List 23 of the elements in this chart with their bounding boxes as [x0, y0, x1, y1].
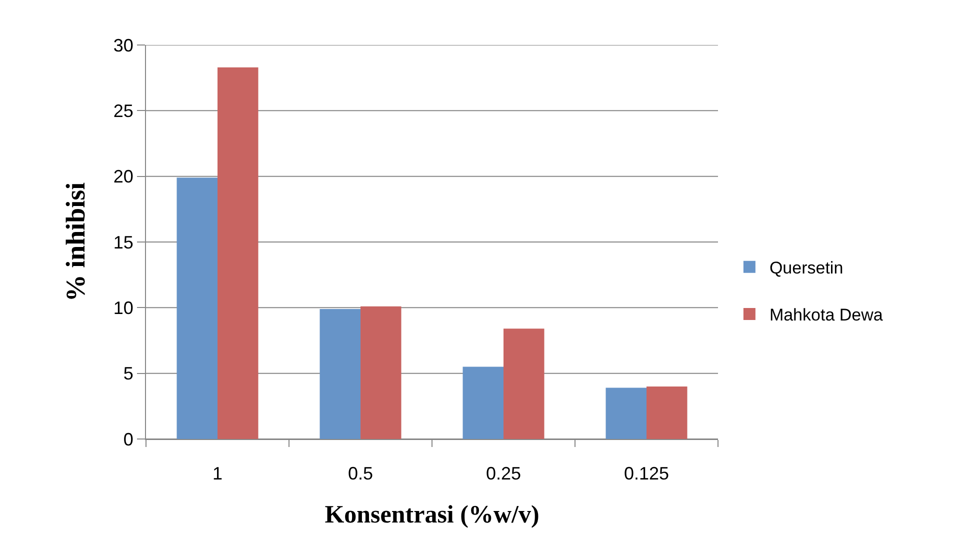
bar [218, 67, 258, 439]
y-tick-label: 10 [113, 298, 134, 318]
y-axis-title: % inhibisi [60, 182, 90, 302]
y-tick-label: 5 [123, 364, 134, 384]
x-tick-label: 1 [212, 464, 223, 484]
bar [360, 306, 402, 439]
x-tick-label: 0.5 [348, 464, 374, 484]
bar [646, 386, 688, 439]
y-tick-label: 30 [113, 35, 134, 56]
y-tick-label: 0 [123, 429, 134, 450]
y-tick-label: 20 [113, 166, 134, 187]
bar [320, 308, 360, 439]
legend-label: Quersetin [769, 258, 844, 278]
bar [606, 388, 646, 439]
bar [462, 366, 504, 439]
bar [504, 328, 544, 439]
legend-label: Mahkota Dewa [769, 306, 884, 325]
x-tick-label: 0.25 [486, 464, 522, 484]
bar [176, 178, 218, 439]
y-tick-label: 15 [113, 232, 134, 252]
y-tick-label: 25 [113, 100, 134, 121]
x-axis-title: Konsentrasi (%w/v) [324, 502, 540, 529]
x-tick-label: 0.125 [624, 464, 670, 484]
